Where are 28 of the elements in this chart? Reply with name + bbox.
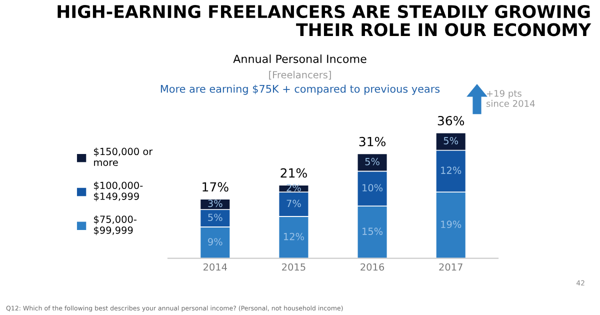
data-label: 2% xyxy=(286,184,301,192)
x-tick-label: 2015 xyxy=(282,263,306,271)
legend-label: $75,000- $99,999 xyxy=(94,215,136,236)
total-label: 36% xyxy=(438,116,464,126)
data-label: 12% xyxy=(441,166,462,174)
data-label: 19% xyxy=(441,220,462,228)
data-label: 5% xyxy=(365,158,380,166)
total-label: 31% xyxy=(359,136,386,146)
legend-label: $150,000 or more xyxy=(94,148,153,166)
data-label: 15% xyxy=(362,228,383,235)
data-label: 5% xyxy=(208,214,222,222)
text: [Freelancers] xyxy=(269,70,331,80)
data-label: 7% xyxy=(286,200,301,208)
data-label: 9% xyxy=(208,238,222,246)
x-tick-label: 2017 xyxy=(439,263,462,271)
text: +19 pts since 2014 xyxy=(486,90,535,107)
data-label: 5% xyxy=(444,137,458,144)
data-label: 12% xyxy=(284,232,304,240)
text: More are earning $75K + compared to previous years xyxy=(160,84,440,95)
data-label: 3% xyxy=(208,200,222,208)
x-tick-label: 2016 xyxy=(360,263,384,271)
data-label: 10% xyxy=(362,184,383,192)
total-label: 21% xyxy=(280,168,307,178)
x-tick-label: 2014 xyxy=(203,263,227,271)
chart-title: HIGH-EARNING FREELANCERS ARE STEADILY GROWING THEIR ROLE IN OUR ECONOMY xyxy=(58,5,592,36)
legend-label: $100,000- $149,999 xyxy=(94,182,143,202)
total-label: 17% xyxy=(202,182,228,192)
chart-subtitle: Annual Personal Income xyxy=(233,54,366,64)
